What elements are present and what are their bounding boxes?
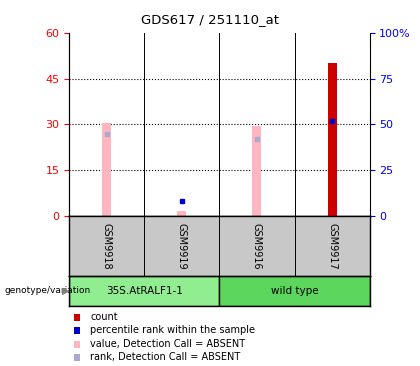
Text: wild type: wild type [271, 286, 318, 296]
Text: GSM9918: GSM9918 [102, 223, 112, 269]
Text: GSM9917: GSM9917 [327, 223, 337, 269]
Text: GSM9916: GSM9916 [252, 223, 262, 269]
Text: 35S.AtRALF1-1: 35S.AtRALF1-1 [106, 286, 183, 296]
Text: value, Detection Call = ABSENT: value, Detection Call = ABSENT [90, 339, 245, 349]
Bar [328, 63, 336, 216]
Bar [220, 276, 370, 306]
Text: GDS617 / 251110_at: GDS617 / 251110_at [141, 13, 279, 26]
Bar [177, 212, 186, 216]
Text: GSM9919: GSM9919 [177, 223, 187, 269]
Bar [102, 123, 111, 216]
Bar [252, 126, 262, 216]
Text: ▶: ▶ [62, 286, 70, 296]
Bar [69, 276, 220, 306]
Text: genotype/variation: genotype/variation [4, 287, 90, 295]
Text: rank, Detection Call = ABSENT: rank, Detection Call = ABSENT [90, 352, 241, 362]
Text: percentile rank within the sample: percentile rank within the sample [90, 325, 255, 335]
Text: count: count [90, 311, 118, 322]
